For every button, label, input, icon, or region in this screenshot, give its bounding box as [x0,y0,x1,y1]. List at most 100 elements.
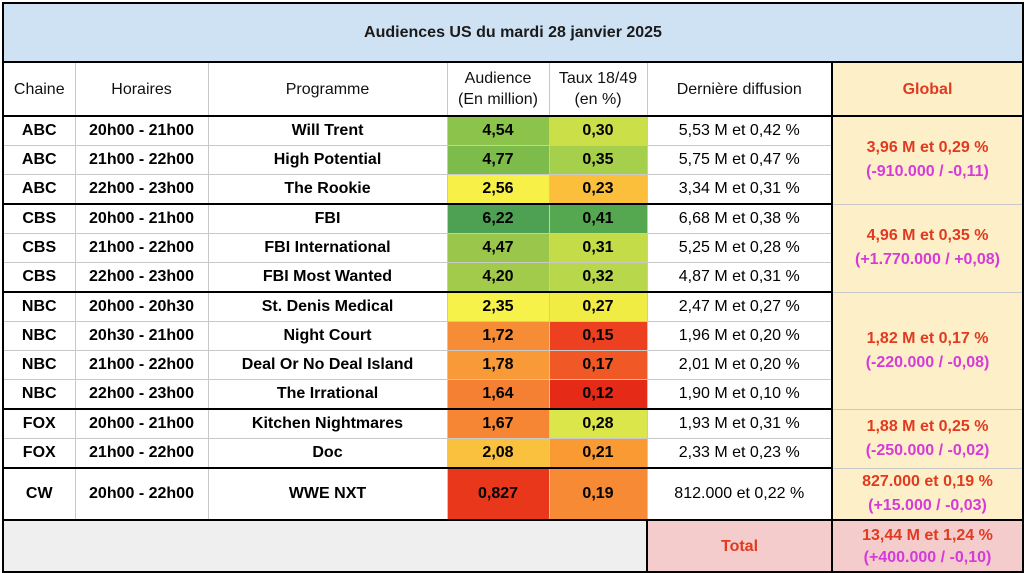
header-audience-line2: (En million) [457,91,538,108]
cell-chaine: CBS [4,204,76,234]
cell-audience: 4,20 [447,262,550,293]
header-horaires: Horaires [75,63,209,117]
cell-taux: 0,41 [549,204,648,234]
cell-audience: 4,54 [447,116,550,146]
cell-horaires: 20h00 - 22h00 [75,468,209,521]
cell-taux: 0,15 [549,321,648,351]
cell-audience: 4,77 [447,145,550,175]
table-row: ABC 22h00 - 23h00 The Rookie 2,56 0,23 3,34 M… [4,174,1022,205]
total-diff: (+400.000 / -0,10) [863,549,992,566]
table-row: NBC 21h00 - 22h00 Deal Or No Deal Island 1,… [4,350,1022,380]
cell-audience: 6,22 [447,204,550,234]
header-audience: Audience (En million) [447,63,550,117]
cell-programme: WWE NXT [208,468,448,521]
table-row-cw: CW 20h00 - 22h00 WWE NXT 0,827 0,19 812.… [4,468,1022,521]
cell-programme: The Rookie [208,174,448,205]
global-cw-main: 827.000 et 0,19 % [862,472,993,490]
cell-horaires: 22h00 - 23h00 [75,379,209,410]
table-title: Audiences US du mardi 28 janvier 2025 [4,4,1022,63]
cell-derniere-diffusion: 5,75 M et 0,47 % [647,145,833,175]
global-nbc: 1,82 M et 0,17 % (-220.000 / -0,08) [831,292,1022,410]
table-row: FOX 20h00 - 21h00 Kitchen Nightmares 1,67 0,… [4,409,1022,469]
cell-audience: 2,56 [447,174,550,205]
total-spacer [4,520,648,571]
total-row: Total 13,44 M et 1,24 % (+400.000 / -0,1… [4,520,1022,571]
cell-audience: 1,64 [447,379,550,410]
cell-chaine: CW [4,468,76,521]
header-audience-line1: Audience [464,70,532,87]
total-label: Total [647,520,832,571]
cell-derniere-diffusion: 2,33 M et 0,23 % [647,438,833,469]
total-main: 13,44 M et 1,24 % [862,527,993,544]
header-chaine: Chaine [4,63,76,117]
header-taux-line1: Taux 18/49 [558,70,638,87]
cell-programme: FBI International [208,233,448,263]
cell-derniere-diffusion: 3,34 M et 0,31 % [647,174,833,205]
cell-chaine: NBC [4,350,76,380]
global-cbs: 4,96 M et 0,35 % (+1.770.000 / +0,08) [831,204,1022,293]
cell-programme: The Irrational [208,379,448,410]
global-cbs-diff: (+1.770.000 / +0,08) [855,251,1000,268]
global-cw-diff: (+15.000 / -0,03) [868,496,987,514]
global-nbc-main: 1,82 M et 0,17 % [866,329,989,347]
header-taux: Taux 18/49 (en %) [549,63,648,117]
global-nbc-diff: (-220.000 / -0,08) [865,353,990,371]
cell-horaires: 20h00 - 21h00 [75,409,209,439]
table-row: CBS 22h00 - 23h00 FBI Most Wanted 4,20 0,32 4… [4,262,1022,293]
cell-horaires: 20h00 - 21h00 [75,116,209,146]
cell-programme: FBI [208,204,448,234]
cell-derniere-diffusion: 1,93 M et 0,31 % [647,409,833,439]
cell-programme: Kitchen Nightmares [208,409,448,439]
table-row: FOX 21h00 - 22h00 Doc 2,08 0,21 2,33 M et 0,2… [4,438,1022,469]
cell-horaires: 20h00 - 20h30 [75,292,209,322]
cell-derniere-diffusion: 6,68 M et 0,38 % [647,204,833,234]
global-fox-main: 1,88 M et 0,25 % [866,417,989,435]
global-abc: 3,96 M et 0,29 % (-910.000 / -0,11) [831,116,1022,205]
cell-chaine: CBS [4,233,76,263]
cell-taux: 0,12 [549,379,648,410]
table-row: ABC 21h00 - 22h00 High Potential 4,77 0,35 5,… [4,145,1022,175]
cell-audience: 1,72 [447,321,550,351]
cell-horaires: 21h00 - 22h00 [75,438,209,469]
audience-table: Chaine Horaires Programme Audience (En mi… [4,63,1022,571]
cell-programme: Night Court [208,321,448,351]
global-cw: 827.000 et 0,19 % (+15.000 / -0,03) [831,468,1022,521]
cell-programme: High Potential [208,145,448,175]
cell-chaine: CBS [4,262,76,293]
cell-chaine: NBC [4,379,76,410]
header-global: Global [831,63,1022,117]
cell-chaine: NBC [4,321,76,351]
table-row: NBC 22h00 - 23h00 The Irrational 1,64 0,12 1,… [4,379,1022,410]
cell-derniere-diffusion: 5,53 M et 0,42 % [647,116,833,146]
cell-horaires: 21h00 - 22h00 [75,145,209,175]
cell-horaires: 21h00 - 22h00 [75,233,209,263]
global-fox-diff: (-250.000 / -0,02) [865,441,990,459]
cell-derniere-diffusion: 5,25 M et 0,28 % [647,233,833,263]
cell-taux: 0,17 [549,350,648,380]
cell-programme: Doc [208,438,448,469]
cell-chaine: NBC [4,292,76,322]
cell-audience: 2,08 [447,438,550,469]
cell-audience: 4,47 [447,233,550,263]
global-fox: 1,88 M et 0,25 % (-250.000 / -0,02) [831,409,1022,469]
cell-derniere-diffusion: 4,87 M et 0,31 % [647,262,833,293]
cell-taux: 0,19 [549,468,648,521]
cell-audience: 2,35 [447,292,550,322]
header-taux-line2: (en %) [574,91,622,108]
header-row: Chaine Horaires Programme Audience (En mi… [4,63,1022,117]
total-value: 13,44 M et 1,24 % (+400.000 / -0,10) [831,520,1022,571]
table-row: NBC 20h00 - 20h30 St. Denis Medical 2,35 0,2… [4,292,1022,410]
cell-taux: 0,30 [549,116,648,146]
cell-horaires: 21h00 - 22h00 [75,350,209,380]
cell-programme: FBI Most Wanted [208,262,448,293]
cell-taux: 0,23 [549,174,648,205]
table-row: NBC 20h30 - 21h00 Night Court 1,72 0,15 1,96 … [4,321,1022,351]
cell-horaires: 20h30 - 21h00 [75,321,209,351]
cell-programme: Will Trent [208,116,448,146]
cell-programme: St. Denis Medical [208,292,448,322]
table-row: ABC 20h00 - 21h00 Will Trent 4,54 0,30 5,53 M… [4,116,1022,205]
cell-derniere-diffusion: 812.000 et 0,22 % [647,468,833,521]
cell-chaine: FOX [4,438,76,469]
cell-horaires: 22h00 - 23h00 [75,174,209,205]
cell-chaine: ABC [4,174,76,205]
